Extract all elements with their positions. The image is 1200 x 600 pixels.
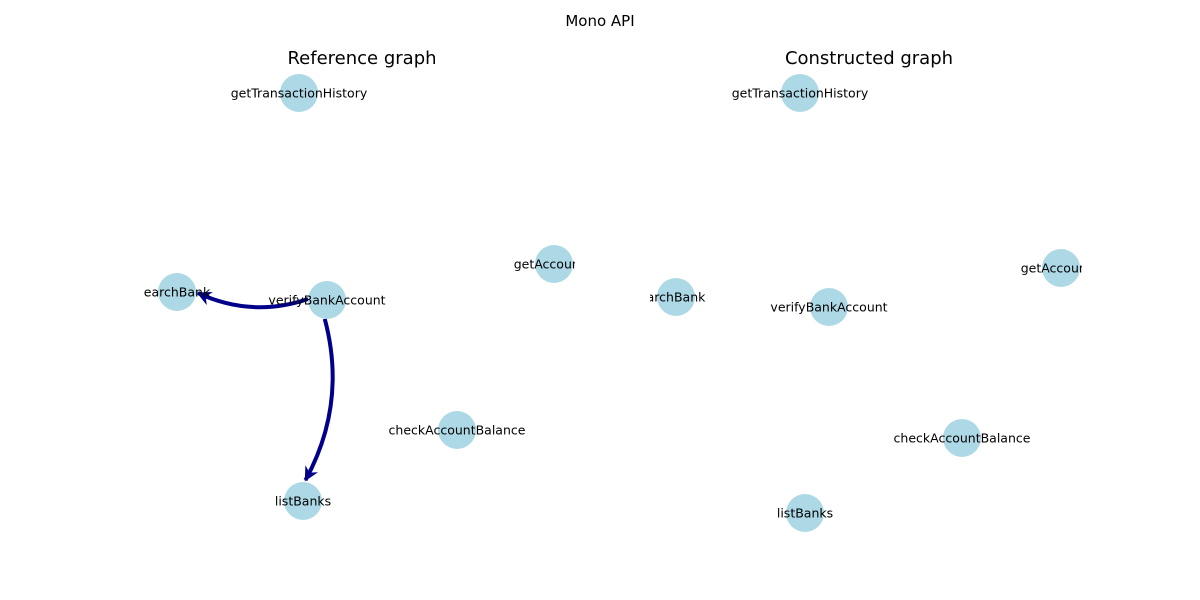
- node-circle: [158, 273, 196, 311]
- graph-node: earchBank: [144, 273, 211, 311]
- graph-node: listBanks: [777, 494, 833, 532]
- node-circle: [308, 281, 346, 319]
- node-label: listBanks: [275, 494, 331, 509]
- node-label: checkAccountBalance: [389, 423, 526, 438]
- reference-graph-panel: Reference graph getTransactionHistoryget…: [144, 48, 595, 520]
- node-label: getTransactionHistory: [732, 86, 869, 101]
- node-label: archBank: [647, 290, 706, 305]
- graph-node: listBanks: [275, 482, 331, 520]
- graph-node: getTransactionHistory: [231, 74, 368, 112]
- node-circle: [781, 74, 819, 112]
- node-label: verifyBankAccount: [770, 300, 887, 315]
- node-circle: [1042, 249, 1080, 287]
- node-label: verifyBankAccount: [268, 293, 385, 308]
- node-label: getAccountD: [1021, 261, 1102, 276]
- node-label: earchBank: [144, 285, 211, 300]
- graph-node: getTransactionHistory: [732, 74, 869, 112]
- graph-node: getAccountD: [1021, 249, 1102, 287]
- node-circle: [280, 74, 318, 112]
- node-label: getAccountD: [514, 257, 595, 272]
- constructed-graph-panel: Constructed graph getTransactionHistoryg…: [647, 48, 1102, 532]
- constructed-nodes: getTransactionHistory getAccountD archBank…: [647, 74, 1102, 532]
- graph-node: verifyBankAccount: [268, 281, 386, 319]
- reference-edges: [196, 291, 335, 482]
- node-label: listBanks: [777, 506, 833, 521]
- graph-node: checkAccountBalance: [389, 411, 526, 449]
- reference-nodes: getTransactionHistory getAccountD earchBan…: [144, 74, 595, 520]
- graph-node: getAccountD: [514, 245, 595, 283]
- node-circle: [943, 419, 981, 457]
- node-label: getTransactionHistory: [231, 86, 368, 101]
- graph-node: verifyBankAccount: [770, 288, 888, 326]
- reference-graph-title: Reference graph: [287, 48, 436, 69]
- node-label: checkAccountBalance: [894, 431, 1031, 446]
- node-circle: [657, 278, 695, 316]
- constructed-graph-title: Constructed graph: [785, 48, 953, 69]
- node-circle: [535, 245, 573, 283]
- node-circle: [786, 494, 824, 532]
- graph-node: archBank: [647, 278, 706, 316]
- figure-title: Mono API: [565, 12, 634, 30]
- edge-verifyBankAccount-to-searchBank: [196, 291, 309, 310]
- node-circle: [438, 411, 476, 449]
- edge-verifyBankAccount-to-listBanks: [303, 318, 335, 482]
- graph-node: checkAccountBalance: [894, 419, 1031, 457]
- node-circle: [284, 482, 322, 520]
- node-circle: [810, 288, 848, 326]
